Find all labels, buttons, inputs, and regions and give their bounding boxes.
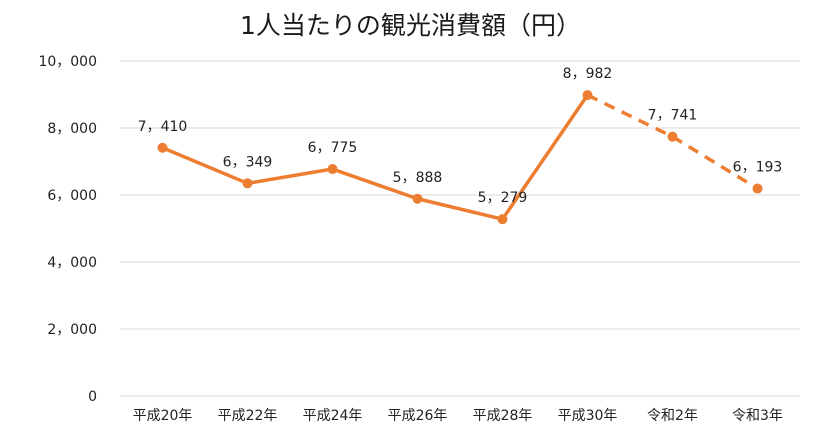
y-tick-label: 2，000 xyxy=(47,322,97,338)
y-tick-label: 8，000 xyxy=(47,121,97,137)
data-point xyxy=(497,214,508,225)
data-point xyxy=(157,142,168,153)
x-tick-label: 平成26年 xyxy=(388,408,448,424)
data-label: 8，982 xyxy=(563,66,613,82)
x-tick-label: 平成22年 xyxy=(218,408,278,424)
x-tick-label: 令和3年 xyxy=(732,408,783,424)
gridlines xyxy=(120,60,800,397)
y-axis-tick-labels: 0 2，000 4，000 6，000 8，000 10，000 xyxy=(38,54,97,405)
data-point xyxy=(327,164,338,175)
data-label: 6，193 xyxy=(733,160,783,176)
data-label: 6，775 xyxy=(308,140,358,156)
series-line xyxy=(160,93,759,221)
data-point xyxy=(242,178,253,189)
data-label: 5，888 xyxy=(393,170,443,186)
data-point xyxy=(667,131,678,142)
y-tick-label: 10，000 xyxy=(38,54,97,70)
data-label: 6，349 xyxy=(223,154,273,170)
line-segment-dashed xyxy=(586,93,674,139)
series-points xyxy=(157,90,763,225)
y-tick-label: 6，000 xyxy=(47,188,97,204)
x-tick-label: 平成20年 xyxy=(133,408,193,424)
y-tick-label: 0 xyxy=(88,389,97,405)
y-tick-label: 4，000 xyxy=(47,255,97,271)
x-tick-label: 平成28年 xyxy=(473,408,533,424)
line-segment xyxy=(245,167,335,186)
data-label: 5，279 xyxy=(478,190,528,206)
chart-title: 1人当たりの観光消費額（円） xyxy=(240,11,581,40)
line-segment xyxy=(160,146,250,186)
data-point xyxy=(752,183,763,194)
data-point xyxy=(412,193,423,204)
data-label: 7，741 xyxy=(648,108,698,124)
x-tick-label: 令和2年 xyxy=(647,408,698,424)
x-tick-label: 平成24年 xyxy=(303,408,363,424)
line-segment xyxy=(500,93,590,221)
x-tick-label: 平成30年 xyxy=(558,408,618,424)
x-axis-tick-labels: 平成20年 平成22年 平成24年 平成26年 平成28年 平成30年 令和2年 令和3年 xyxy=(133,408,783,424)
data-label: 7，410 xyxy=(138,119,188,135)
data-point xyxy=(582,90,593,101)
data-labels: 7，410 6，349 6，775 5，888 5，279 8，982 7，741 6，193 xyxy=(138,66,783,206)
line-segment xyxy=(415,197,505,221)
line-segment-dashed xyxy=(671,135,759,191)
line-segment xyxy=(330,167,420,201)
